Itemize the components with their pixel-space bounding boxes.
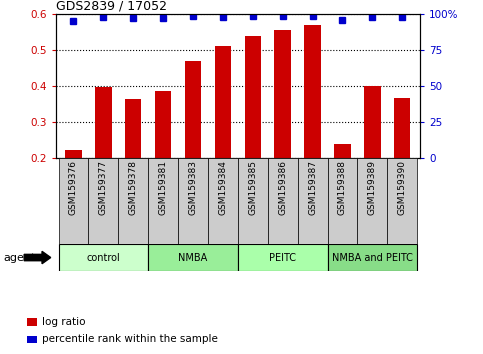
- Bar: [88, 158, 118, 244]
- Text: GSM159383: GSM159383: [188, 160, 198, 215]
- Bar: [155, 91, 171, 158]
- Text: GSM159387: GSM159387: [308, 160, 317, 215]
- Text: GDS2839 / 17052: GDS2839 / 17052: [56, 0, 167, 13]
- Bar: [394, 98, 411, 158]
- Bar: [65, 150, 82, 158]
- Bar: [125, 99, 142, 158]
- Bar: [327, 158, 357, 244]
- Bar: [148, 158, 178, 244]
- Text: GSM159386: GSM159386: [278, 160, 287, 215]
- Bar: [215, 46, 231, 158]
- Text: GSM159388: GSM159388: [338, 160, 347, 215]
- Text: agent: agent: [3, 252, 36, 263]
- Bar: [327, 244, 417, 271]
- Text: NMBA and PEITC: NMBA and PEITC: [332, 252, 413, 263]
- Text: GSM159389: GSM159389: [368, 160, 377, 215]
- Bar: [118, 158, 148, 244]
- Text: percentile rank within the sample: percentile rank within the sample: [42, 335, 218, 344]
- Text: log ratio: log ratio: [42, 317, 85, 327]
- Text: GSM159376: GSM159376: [69, 160, 78, 215]
- Bar: [185, 61, 201, 158]
- Bar: [387, 158, 417, 244]
- Text: GSM159384: GSM159384: [218, 160, 227, 215]
- Text: control: control: [86, 252, 120, 263]
- Bar: [268, 158, 298, 244]
- Bar: [244, 36, 261, 158]
- Bar: [238, 244, 327, 271]
- Bar: [364, 86, 381, 158]
- Bar: [334, 144, 351, 158]
- Text: PEITC: PEITC: [269, 252, 296, 263]
- Bar: [357, 158, 387, 244]
- Text: GSM159385: GSM159385: [248, 160, 257, 215]
- Bar: [148, 244, 238, 271]
- Text: GSM159390: GSM159390: [398, 160, 407, 215]
- Text: GSM159378: GSM159378: [129, 160, 138, 215]
- Bar: [95, 87, 112, 158]
- Text: GSM159377: GSM159377: [99, 160, 108, 215]
- Bar: [58, 158, 88, 244]
- Bar: [238, 158, 268, 244]
- Bar: [178, 158, 208, 244]
- Bar: [208, 158, 238, 244]
- Bar: [58, 244, 148, 271]
- Bar: [304, 25, 321, 158]
- Bar: [274, 30, 291, 158]
- Bar: [298, 158, 327, 244]
- Text: GSM159381: GSM159381: [158, 160, 168, 215]
- Text: NMBA: NMBA: [178, 252, 208, 263]
